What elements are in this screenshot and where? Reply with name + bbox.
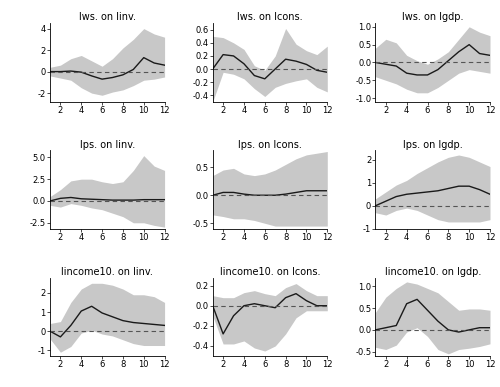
Title: lws. on lgdp.: lws. on lgdp. [402, 12, 464, 22]
Title: lps. on linv.: lps. on linv. [80, 140, 135, 150]
Title: lws. on lcons.: lws. on lcons. [237, 12, 303, 22]
Title: lps. on lgdp.: lps. on lgdp. [403, 140, 462, 150]
Title: lincome10. on lcons.: lincome10. on lcons. [220, 267, 320, 277]
Title: lincome10. on lgdp.: lincome10. on lgdp. [384, 267, 481, 277]
Title: lws. on linv.: lws. on linv. [79, 12, 136, 22]
Title: lincome10. on linv.: lincome10. on linv. [62, 267, 153, 277]
Title: lps. on lcons.: lps. on lcons. [238, 140, 302, 150]
